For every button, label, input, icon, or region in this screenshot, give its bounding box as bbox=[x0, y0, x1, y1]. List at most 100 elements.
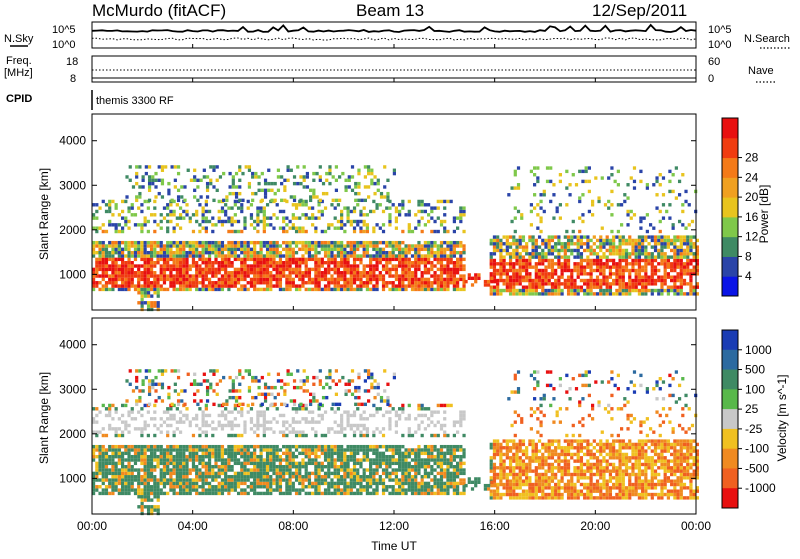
power-cell bbox=[520, 213, 523, 216]
velocity-cell bbox=[369, 485, 372, 488]
power-cell bbox=[546, 166, 549, 169]
power-cell bbox=[183, 185, 186, 188]
power-cell bbox=[147, 206, 150, 209]
velocity-cell bbox=[340, 488, 343, 491]
power-cell bbox=[620, 203, 623, 206]
power-cell bbox=[515, 275, 518, 278]
power-cell bbox=[404, 254, 407, 257]
power-cell bbox=[581, 193, 584, 196]
power-cell bbox=[541, 279, 544, 282]
power-cell bbox=[544, 279, 547, 282]
power-cell bbox=[289, 226, 292, 229]
power-cell bbox=[433, 264, 436, 267]
power-cell bbox=[392, 281, 395, 284]
power-cell bbox=[321, 244, 324, 247]
power-cell bbox=[144, 244, 147, 247]
velocity-cell bbox=[456, 448, 459, 451]
power-cell bbox=[98, 288, 101, 291]
velocity-cell bbox=[185, 475, 188, 478]
power-cell bbox=[676, 279, 679, 282]
power-cell bbox=[108, 264, 111, 267]
velocity-cell bbox=[237, 445, 240, 448]
power-cell bbox=[285, 274, 288, 277]
velocity-cell bbox=[221, 462, 224, 465]
velocity-cell bbox=[528, 469, 531, 472]
power-cell bbox=[311, 268, 314, 271]
power-cell bbox=[176, 264, 179, 267]
velocity-cell bbox=[515, 463, 518, 466]
power-cell bbox=[243, 241, 246, 244]
power-cell bbox=[525, 292, 528, 295]
power-cell bbox=[515, 245, 518, 248]
velocity-cell bbox=[169, 475, 172, 478]
nsearch-tick-top: 10^5 bbox=[708, 24, 732, 36]
velocity-cell bbox=[221, 472, 224, 475]
power-cell bbox=[366, 254, 369, 257]
velocity-cell bbox=[421, 485, 424, 488]
power-cell bbox=[512, 255, 515, 258]
power-cell bbox=[408, 264, 411, 267]
power-cell bbox=[559, 203, 562, 206]
power-cell bbox=[433, 206, 436, 209]
velocity-cell bbox=[503, 463, 506, 466]
velocity-cell bbox=[385, 462, 388, 465]
velocity-cell bbox=[105, 458, 108, 461]
power-cell bbox=[317, 264, 320, 267]
power-cell bbox=[269, 248, 272, 251]
velocity-cell bbox=[189, 472, 192, 475]
power-cell bbox=[686, 249, 689, 252]
velocity-cell bbox=[379, 458, 382, 461]
velocity-cell bbox=[353, 485, 356, 488]
power-cell bbox=[179, 278, 182, 281]
power-cell bbox=[686, 262, 689, 265]
power-cell bbox=[557, 235, 560, 238]
power-cell bbox=[359, 278, 362, 281]
power-cell bbox=[382, 274, 385, 277]
power-cell bbox=[599, 259, 602, 262]
power-cell bbox=[124, 271, 127, 274]
power-cell bbox=[456, 216, 459, 219]
power-cell bbox=[340, 264, 343, 267]
power-cell bbox=[430, 281, 433, 284]
power-cell bbox=[214, 261, 217, 264]
power-cell bbox=[266, 281, 269, 284]
power-cell bbox=[519, 242, 522, 245]
power-cell bbox=[102, 200, 105, 203]
velocity-cell bbox=[179, 475, 182, 478]
power-cell bbox=[214, 268, 217, 271]
velocity-cell bbox=[250, 475, 253, 478]
power-cell bbox=[198, 271, 201, 274]
power-cell bbox=[147, 261, 150, 264]
velocity-cell bbox=[395, 452, 398, 455]
power-cell bbox=[572, 230, 575, 233]
power-cell bbox=[667, 292, 670, 295]
power-cell bbox=[209, 165, 212, 168]
power-cell bbox=[356, 254, 359, 257]
velocity-cell bbox=[327, 475, 330, 478]
power-cell bbox=[179, 288, 182, 291]
power-cell bbox=[261, 172, 264, 175]
power-cell bbox=[522, 245, 525, 248]
power-cell bbox=[609, 239, 612, 242]
velocity-cell bbox=[98, 458, 101, 461]
power-cell bbox=[596, 282, 599, 285]
power-cell bbox=[254, 192, 257, 195]
power-cell bbox=[276, 254, 279, 257]
power-cell bbox=[689, 269, 692, 272]
power-cell bbox=[264, 189, 267, 192]
power-cell bbox=[156, 274, 159, 277]
velocity-cell bbox=[382, 488, 385, 491]
power-cell bbox=[305, 274, 308, 277]
power-cell bbox=[221, 274, 224, 277]
velocity-cell bbox=[121, 482, 124, 485]
power-cell bbox=[672, 226, 675, 229]
power-cell bbox=[375, 284, 378, 287]
power-cell bbox=[95, 264, 98, 267]
power-cell bbox=[253, 264, 256, 267]
velocity-cell bbox=[189, 482, 192, 485]
velocity-cell bbox=[311, 452, 314, 455]
velocity-cell bbox=[353, 482, 356, 485]
power-cell bbox=[140, 241, 143, 244]
power-cell bbox=[538, 252, 541, 255]
power-cell bbox=[211, 271, 214, 274]
